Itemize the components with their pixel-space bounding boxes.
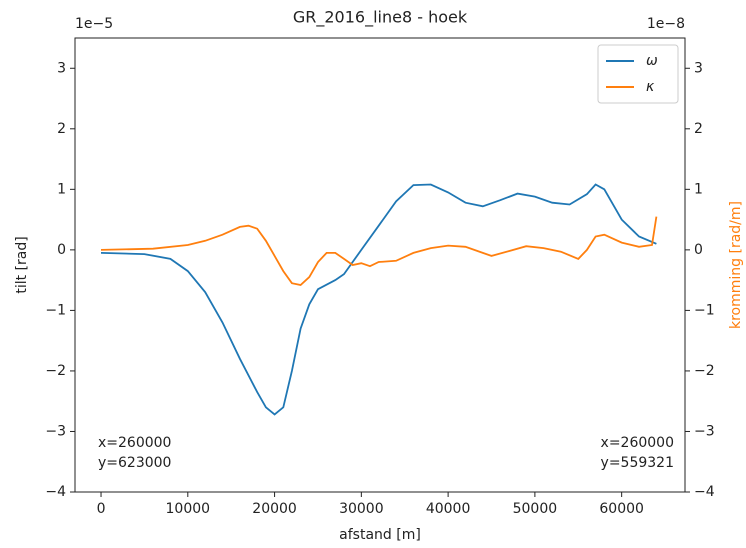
y-tick-label: 0 [57,242,66,258]
y-tick-label: −1 [45,302,66,318]
annotation: x=260000 [98,435,171,451]
y-offset: 1e−5 [75,16,113,32]
x-tick-label: 20000 [252,501,297,517]
x-tick-label: 30000 [339,501,384,517]
x-tick-label: 0 [97,501,106,517]
y-tick-label: 3 [57,60,66,76]
y-tick-label: −2 [45,363,66,379]
y2-axis-label: kromming [rad/m] [728,201,744,329]
y2-tick-label: 2 [694,121,703,137]
y2-tick-label: −1 [694,302,715,318]
legend-label: κ [646,79,655,95]
annotation: x=260000 [601,435,674,451]
y2-tick-label: −3 [694,423,715,439]
y2-tick-label: −2 [694,363,715,379]
y-tick-label: 2 [57,121,66,137]
y2-tick-label: −4 [694,484,715,500]
y2-offset: 1e−8 [647,16,685,32]
plot-frame [74,37,686,493]
x-tick-label: 40000 [426,501,471,517]
y2-tick-label: 3 [694,60,703,76]
series-line [100,216,658,286]
annotation: y=623000 [98,455,171,471]
annotation: y=559321 [601,455,674,471]
legend-label: ω [646,53,658,69]
series-line [100,183,657,416]
x-tick-label: 60000 [599,501,644,517]
chart-title: GR_2016_line8 - hoek [293,8,468,28]
legend-box [597,44,679,104]
y-tick-label: 1 [57,181,66,197]
x-axis-label: afstand [m] [339,527,421,543]
x-tick-label: 10000 [166,501,211,517]
y2-tick-label: 0 [694,242,703,258]
x-tick-label: 50000 [513,501,558,517]
y2-tick-label: 1 [694,181,703,197]
y-tick-label: −3 [45,423,66,439]
y-axis-label: tilt [rad] [14,236,30,293]
y-tick-label: −4 [45,484,66,500]
